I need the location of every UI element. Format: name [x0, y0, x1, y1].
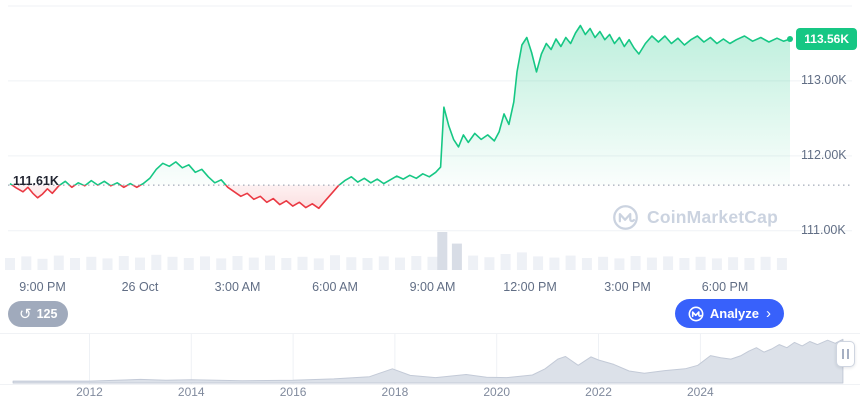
coinmarketcap-logo-icon — [688, 306, 704, 322]
watermark-text: CoinMarketCap — [647, 207, 778, 227]
history-icon: ↺ — [19, 304, 32, 323]
analyze-label: Analyze — [709, 306, 759, 321]
y-axis-label: 113.00K — [801, 72, 847, 87]
price-chart-svg[interactable] — [0, 0, 860, 272]
nav-year-label: 2016 — [279, 385, 307, 399]
analyze-button[interactable]: Analyze › — [674, 299, 784, 328]
navigator-svg[interactable] — [0, 334, 860, 384]
baseline-price-label: 111.61K — [13, 174, 59, 189]
nav-years: 2012 2014 2016 2018 2020 2022 2024 — [0, 385, 860, 400]
history-count: 125 — [36, 307, 58, 321]
nav-year-label: 2014 — [177, 385, 205, 399]
x-axis-label: 3:00 AM — [214, 280, 261, 294]
x-axis-label: 26 Oct — [121, 280, 159, 294]
nav-year-label: 2020 — [483, 385, 511, 399]
nav-year-label: 2022 — [585, 385, 612, 399]
coinmarketcap-logo-icon — [612, 204, 639, 231]
x-axis-label: 12:00 PM — [503, 280, 557, 294]
range-navigator[interactable] — [0, 333, 860, 385]
x-axis-label: 6:00 AM — [312, 280, 358, 294]
x-axis-label: 6:00 PM — [701, 280, 749, 294]
nav-year-label: 2018 — [381, 385, 409, 399]
x-axis-label: 9:00 AM — [409, 280, 456, 294]
navigator-handle[interactable] — [836, 341, 855, 367]
nav-year-label: 2024 — [687, 385, 714, 399]
current-price-badge: 113.56K — [796, 27, 857, 50]
watermark: CoinMarketCap — [612, 204, 778, 231]
nav-year-label: 2012 — [76, 385, 103, 399]
x-axis-label: 9:00 PM — [19, 280, 66, 294]
history-count-badge[interactable]: ↺ 125 — [8, 301, 69, 327]
x-axis: 9:00 PM 26 Oct 3:00 AM 6:00 AM 9:00 AM 12:00 … — [0, 280, 860, 296]
chevron-right-icon: › — [766, 305, 771, 322]
y-axis-label: 111.00K — [801, 222, 846, 237]
x-axis-label: 3:00 PM — [604, 280, 651, 294]
y-axis-label: 112.00K — [801, 147, 847, 162]
